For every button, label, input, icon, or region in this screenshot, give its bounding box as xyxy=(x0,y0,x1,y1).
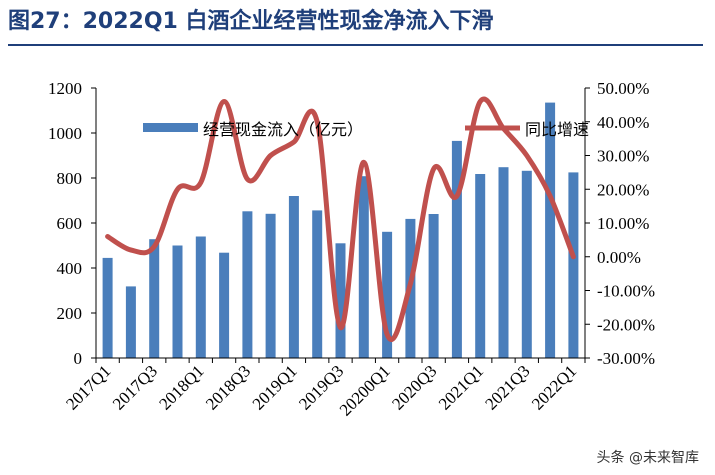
legend-bar-label: 经营现金流入（亿元） xyxy=(203,120,363,139)
x-tick-label: 2020Q3 xyxy=(388,361,440,413)
y-left-tick-label: 400 xyxy=(57,259,83,278)
y-left-tick-label: 1000 xyxy=(48,124,82,143)
x-tick-label: 20200Q1 xyxy=(336,361,394,419)
bar-2021Q1 xyxy=(475,174,486,358)
y-right-tick-label: 0.00% xyxy=(597,248,641,267)
bar-2022Q1 xyxy=(568,172,579,358)
x-tick-label: 2018Q1 xyxy=(155,361,207,413)
bar-2021Q3 xyxy=(521,170,532,358)
y-left-tick-label: 1200 xyxy=(48,79,82,98)
y-right-tick-label: 50.00% xyxy=(597,79,649,98)
bar-2020Q1 xyxy=(382,231,393,358)
y-right-tick-label: 20.00% xyxy=(597,180,649,199)
y-right-tick-label: 30.00% xyxy=(597,147,649,166)
x-tick-label: 2021Q3 xyxy=(481,361,533,413)
bar-2017Q2 xyxy=(125,286,136,358)
bar-2019Q3 xyxy=(335,243,346,359)
y-left-tick-label: 200 xyxy=(57,304,83,323)
bar-2019Q4 xyxy=(358,176,369,358)
title-divider xyxy=(8,44,703,46)
y-right-tick-label: -10.00% xyxy=(597,282,655,301)
bar-2018Q4 xyxy=(265,213,276,358)
bar-2019Q1 xyxy=(288,196,299,358)
line-layer xyxy=(105,96,576,343)
x-tick-label: 2022Q1 xyxy=(528,361,580,413)
y-left-tick-label: 600 xyxy=(57,214,83,233)
x-tick-label: 2018Q3 xyxy=(202,361,254,413)
bar-2018Q3 xyxy=(242,211,253,358)
legend-line-label: 同比增速 xyxy=(525,120,589,139)
y-right-tick-label: -20.00% xyxy=(597,315,655,334)
bar-2020Q4 xyxy=(451,140,462,358)
y-right-tick-label: 40.00% xyxy=(597,113,649,132)
bar-2021Q2 xyxy=(498,167,509,358)
bar-2018Q2 xyxy=(219,252,230,358)
bar-2019Q2 xyxy=(312,210,323,358)
y-right-tick-label: 10.00% xyxy=(597,214,649,233)
y-left-tick-label: 800 xyxy=(57,169,83,188)
legend: 经营现金流入（亿元） 同比增速 xyxy=(143,120,589,139)
watermark: 头条 @未来智库 xyxy=(592,445,703,469)
bar-2017Q4 xyxy=(172,245,183,358)
bar-2018Q1 xyxy=(195,236,206,358)
bar-2017Q3 xyxy=(149,239,160,358)
x-tick-label: 2017Q3 xyxy=(109,361,161,413)
y-right-tick-label: -30.00% xyxy=(597,349,655,368)
chart-title: 图27：2022Q1 白酒企业经营性现金净流入下滑 xyxy=(8,9,494,34)
y-left-tick-label: 0 xyxy=(74,349,83,368)
bars-layer xyxy=(102,102,579,359)
x-tick-label: 2017Q1 xyxy=(62,361,114,413)
x-tick-label: 2019Q1 xyxy=(249,361,301,413)
bar-2021Q4 xyxy=(545,102,556,358)
legend-bar-swatch xyxy=(143,123,198,132)
x-tick-label: 2021Q1 xyxy=(435,361,487,413)
bar-2020Q3 xyxy=(428,214,439,358)
bar-2017Q1 xyxy=(102,257,113,358)
